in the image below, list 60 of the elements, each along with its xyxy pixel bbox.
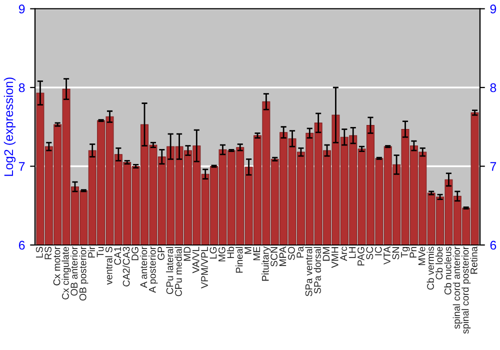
x-tick-label: CPu medial [174, 247, 182, 296]
x-tick-label: Retina [470, 246, 478, 274]
x-tick-label: Cb lobe [435, 246, 443, 280]
x-tick-label: CPu lateral [166, 247, 174, 294]
x-tick-label: RS [44, 246, 52, 260]
x-tick-label: Tu [96, 247, 104, 258]
x-tick-label: LH [348, 247, 356, 258]
y-tick-label: 8 [18, 83, 25, 92]
x-tick-label: PAG [358, 247, 364, 266]
y2-tick-label: 9 [490, 4, 496, 14]
x-tick-label: ME [253, 246, 260, 260]
y-tick-label: 6 [18, 240, 25, 250]
x-tick-label: A anterior [140, 246, 148, 288]
x-tick-label: Hb [226, 246, 234, 258]
x-tick-label: SO [288, 246, 295, 260]
x-tick-label: LG [210, 247, 217, 259]
x-tick-label: Cb vermis [426, 246, 434, 290]
x-tick-label: CA2/CA3 [122, 246, 130, 286]
x-tick-label: Pn [410, 247, 416, 258]
x-tick-label: OB posterior [79, 246, 88, 300]
x-tick-label: VA/VL [192, 246, 200, 274]
x-tick-label: SPa dorsal [314, 247, 321, 294]
x-tick-label: SN [392, 247, 400, 260]
x-tick-label: VTA [384, 246, 390, 265]
y2-tick-label: 7 [490, 162, 496, 171]
x-tick-label: A posterior [148, 246, 158, 293]
x-tick-label: Cx cingulate [62, 246, 71, 300]
x-tick-label: M [244, 247, 252, 254]
x-tick-label: Pa [296, 246, 304, 258]
y2-tick-label: 6 [490, 240, 496, 250]
x-tick-label: MVe [418, 246, 426, 266]
x-tick-label: VPM/VPL [200, 246, 208, 288]
x-tick-label: Cb nucleus [444, 246, 452, 295]
x-tick-label: SCN [270, 247, 278, 266]
x-tick-label: MD [184, 246, 190, 261]
x-tick-label: OB anterior [70, 246, 78, 296]
x-tick-label: DM [322, 247, 330, 261]
y-axis-title: Log2 (expression) [4, 78, 16, 176]
x-tick-label: Cx motor [53, 246, 60, 286]
x-tick-label: LS [36, 246, 43, 258]
x-tick-label: Pineal [236, 247, 243, 273]
x-tick-label: CA1 [114, 246, 122, 265]
x-tick-label: VMH [332, 247, 338, 268]
x-tick-label: SPa ventral [305, 247, 312, 296]
x-tick-label: IC [374, 246, 382, 256]
x-tick-label: Tg [401, 247, 410, 258]
x-tick-label: Pituitary [262, 246, 271, 281]
x-tick-label: MPA [279, 246, 286, 266]
x-tick-label: spinal cord posterior [462, 246, 471, 334]
y-tick-label: 9 [18, 4, 25, 14]
y-tick-label: 7 [18, 162, 25, 171]
x-tick-label: Pir [88, 246, 95, 258]
y2-tick-label: 8 [490, 83, 496, 92]
x-tick-label: Arc [340, 246, 348, 261]
x-tick-label: SC [366, 246, 374, 260]
x-tick-label: DG [132, 247, 138, 260]
x-tick-label: spinal cord anterior [452, 246, 462, 329]
x-tick-label: GP [158, 246, 165, 260]
x-tick-label: ventral S [105, 246, 112, 285]
x-tick-label: MG [218, 247, 226, 262]
